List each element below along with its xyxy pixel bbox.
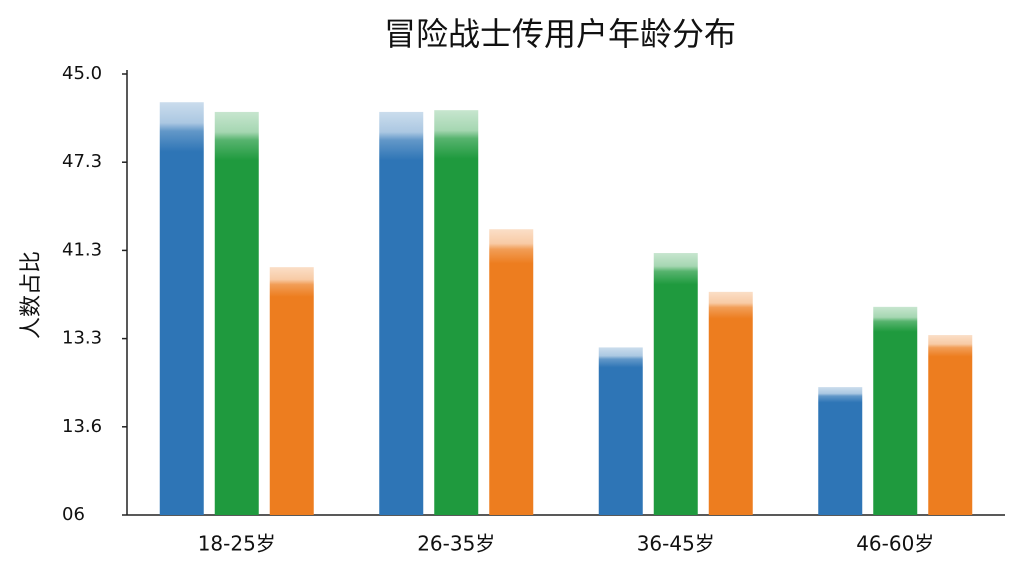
bar	[818, 387, 863, 515]
x-tick-label: 46-60岁	[856, 532, 934, 556]
y-tick-label: 13.6	[62, 416, 102, 437]
y-tick-label: 45.0	[62, 63, 102, 84]
bar	[708, 291, 753, 515]
y-tick-label: 13.3	[62, 328, 102, 349]
bar	[489, 229, 534, 515]
bar	[873, 306, 918, 515]
y-tick-label: 06	[62, 504, 85, 525]
bar	[379, 111, 424, 516]
bar	[434, 110, 479, 516]
x-tick-label: 18-25岁	[198, 532, 276, 556]
chart-title: 冒险战士传用户年龄分布	[384, 15, 736, 53]
bar	[269, 267, 314, 515]
y-tick-label: 41.3	[62, 239, 102, 260]
bar	[159, 102, 204, 515]
bar	[598, 347, 643, 515]
bar	[928, 335, 973, 515]
y-axis-label: 人数占比	[19, 251, 44, 339]
x-tick-label: 26-35岁	[417, 532, 495, 556]
y-tick-label: 47.3	[62, 151, 102, 172]
bar	[214, 111, 259, 516]
x-tick-label: 36-45岁	[637, 532, 715, 556]
bar	[653, 253, 698, 515]
